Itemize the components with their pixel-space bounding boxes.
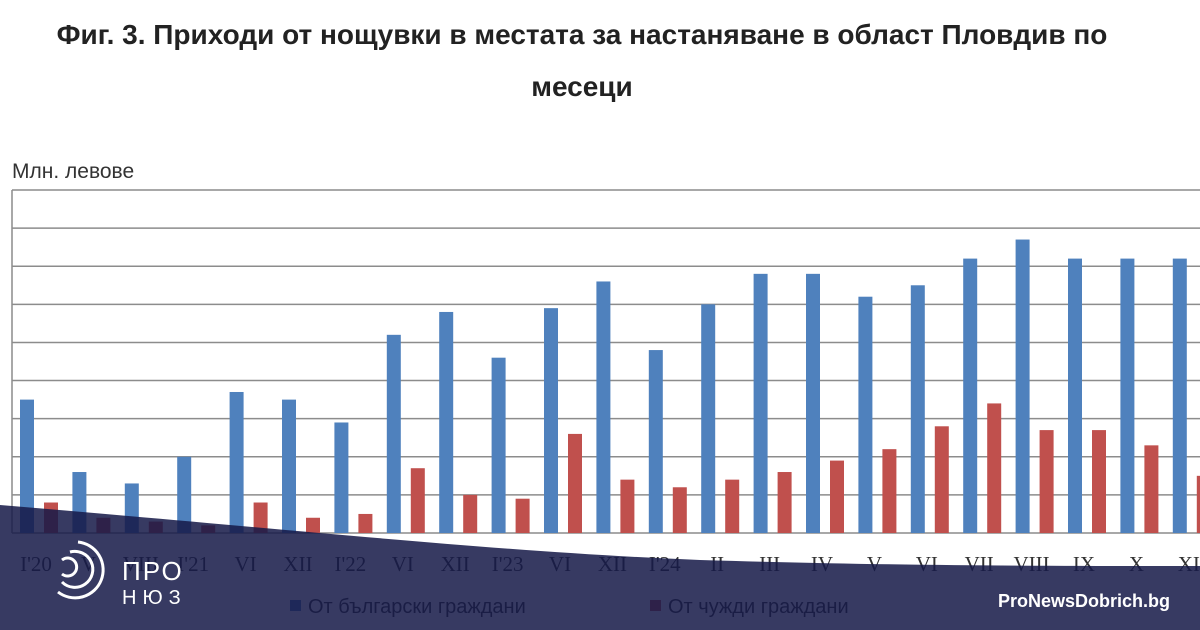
bar — [515, 498, 530, 533]
bar — [934, 426, 949, 533]
overlay-band — [0, 505, 1200, 630]
bar — [358, 513, 373, 533]
bar — [648, 350, 663, 533]
bar — [725, 479, 740, 533]
logo-icon — [57, 540, 105, 600]
bar — [1039, 430, 1054, 533]
bar — [1120, 258, 1135, 533]
bar — [701, 304, 716, 533]
bar — [334, 422, 349, 533]
bar — [777, 472, 792, 533]
bar — [386, 334, 401, 533]
bar — [596, 281, 611, 533]
logo-text: ПРО — [122, 556, 184, 586]
bar — [544, 308, 558, 533]
bar — [177, 456, 192, 533]
bar — [858, 296, 873, 533]
bar — [20, 399, 34, 533]
bar — [963, 258, 978, 533]
bar — [410, 468, 425, 533]
bar — [1068, 258, 1082, 533]
bar — [1144, 445, 1159, 533]
bar — [491, 357, 506, 533]
bar — [882, 449, 897, 533]
bar — [229, 391, 244, 533]
logo-text: НЮЗ — [122, 587, 187, 609]
bar — [753, 273, 768, 533]
bar — [806, 273, 820, 533]
bar — [463, 494, 478, 533]
bar — [306, 517, 320, 533]
bar — [282, 399, 296, 533]
y-axis-label: Млн. левове — [12, 160, 134, 183]
chart-title: месеци — [531, 71, 633, 102]
bar — [1015, 239, 1030, 534]
bar — [620, 479, 635, 533]
overlay: ПРО НЮЗ ProNewsDobrich.bg — [0, 505, 1200, 630]
bar — [1172, 258, 1187, 533]
bar — [987, 403, 1002, 533]
bar — [672, 487, 687, 533]
bar — [1196, 475, 1200, 533]
chart-title: Фиг. 3. Приходи от нощувки в местата за … — [57, 19, 1108, 50]
bar — [439, 311, 454, 533]
bar — [830, 460, 844, 533]
bar — [568, 433, 582, 533]
bar — [910, 285, 925, 533]
bar — [1092, 430, 1106, 533]
bar — [253, 502, 268, 533]
site-name: ProNewsDobrich.bg — [998, 591, 1170, 611]
